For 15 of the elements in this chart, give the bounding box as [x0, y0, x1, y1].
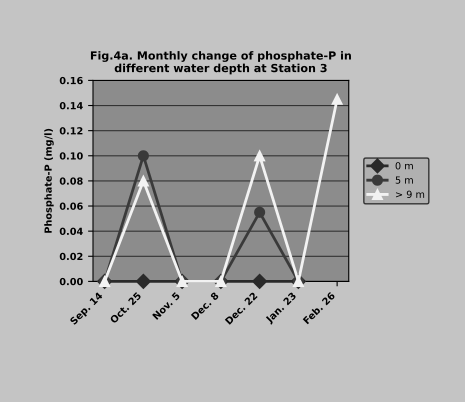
y-tick-label: 0.10: [60, 152, 83, 160]
legend-label: 0 m: [396, 162, 413, 170]
y-tick-label: 0.02: [60, 252, 82, 260]
y-tick-label: 0.04: [60, 228, 83, 235]
y-axis-title: Phosphate-P (mg/l): [44, 128, 54, 233]
legend-label: 5 m: [396, 176, 413, 184]
y-tick-label: 0.14: [60, 102, 83, 110]
y-tick-label: 0.06: [60, 202, 83, 210]
x-tick-label: Oct. 25: [109, 292, 142, 324]
y-tick-label: 0.12: [60, 127, 82, 134]
y-tick-label: 0.16: [60, 76, 83, 84]
y-tick-label: 0.00: [60, 278, 83, 286]
y-tick-label: 0.08: [60, 177, 83, 185]
chart-title: Fig.4a. Monthly change of phosphate-P in different water depth at Station 3: [90, 51, 351, 74]
legend-label: > 9 m: [396, 190, 424, 198]
